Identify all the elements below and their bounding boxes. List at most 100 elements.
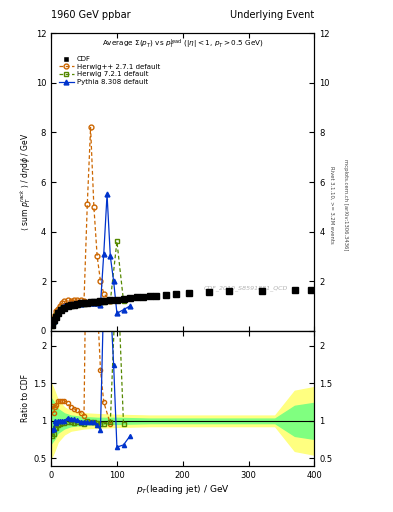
CDF bbox=[55, 310, 60, 316]
Herwig 7.2.1 default bbox=[59, 305, 64, 311]
Herwig 7.2.1 default bbox=[108, 298, 113, 304]
Herwig++ 2.7.1 default bbox=[54, 308, 59, 314]
CDF bbox=[92, 299, 96, 305]
CDF bbox=[52, 316, 57, 323]
Herwig++ 2.7.1 default bbox=[57, 303, 62, 309]
CDF bbox=[147, 293, 152, 299]
CDF bbox=[259, 288, 264, 294]
CDF bbox=[121, 296, 126, 302]
Pythia 8.308 default bbox=[72, 301, 77, 307]
CDF bbox=[207, 289, 211, 295]
Herwig 7.2.1 default bbox=[115, 239, 119, 245]
Herwig++ 2.7.1 default bbox=[72, 297, 77, 304]
CDF bbox=[128, 295, 132, 301]
CDF bbox=[154, 292, 159, 298]
Pythia 8.308 default bbox=[65, 302, 70, 308]
Pythia 8.308 default bbox=[59, 304, 64, 310]
CDF bbox=[98, 298, 103, 304]
Herwig 7.2.1 default bbox=[75, 302, 80, 308]
CDF bbox=[75, 301, 80, 307]
Pythia 8.308 default bbox=[108, 253, 113, 260]
Pythia 8.308 default bbox=[50, 322, 55, 328]
Herwig++ 2.7.1 default bbox=[98, 278, 103, 284]
CDF bbox=[115, 296, 119, 303]
CDF bbox=[78, 301, 83, 307]
CDF bbox=[65, 303, 70, 309]
Herwig 7.2.1 default bbox=[85, 301, 90, 307]
Pythia 8.308 default bbox=[82, 301, 86, 307]
Line: CDF: CDF bbox=[50, 287, 314, 327]
Herwig++ 2.7.1 default bbox=[62, 298, 67, 305]
CDF bbox=[82, 300, 86, 306]
Pythia 8.308 default bbox=[115, 310, 119, 316]
Pythia 8.308 default bbox=[88, 300, 93, 306]
Text: CDF_2010_S8591881_QCD: CDF_2010_S8591881_QCD bbox=[204, 285, 288, 291]
Herwig 7.2.1 default bbox=[57, 307, 62, 313]
Pythia 8.308 default bbox=[75, 301, 80, 307]
Herwig++ 2.7.1 default bbox=[78, 297, 83, 304]
Herwig++ 2.7.1 default bbox=[101, 290, 106, 296]
Herwig 7.2.1 default bbox=[95, 300, 99, 306]
Herwig++ 2.7.1 default bbox=[82, 298, 86, 304]
Legend: CDF, Herwig++ 2.7.1 default, Herwig 7.2.1 default, Pythia 8.308 default: CDF, Herwig++ 2.7.1 default, Herwig 7.2.… bbox=[57, 55, 161, 87]
CDF bbox=[309, 287, 314, 293]
Herwig 7.2.1 default bbox=[98, 300, 103, 306]
Pythia 8.308 default bbox=[111, 278, 116, 284]
Herwig 7.2.1 default bbox=[62, 304, 67, 310]
CDF bbox=[85, 300, 90, 306]
Herwig++ 2.7.1 default bbox=[92, 204, 96, 210]
Herwig 7.2.1 default bbox=[50, 323, 55, 329]
Pythia 8.308 default bbox=[128, 303, 132, 309]
Pythia 8.308 default bbox=[68, 302, 73, 308]
Herwig 7.2.1 default bbox=[101, 299, 106, 305]
Pythia 8.308 default bbox=[62, 303, 67, 309]
CDF bbox=[134, 294, 139, 301]
X-axis label: $p_T$(leading jet) / GeV: $p_T$(leading jet) / GeV bbox=[136, 482, 230, 496]
Pythia 8.308 default bbox=[85, 300, 90, 306]
Y-axis label: Ratio to CDF: Ratio to CDF bbox=[21, 374, 30, 422]
Pythia 8.308 default bbox=[121, 307, 126, 313]
CDF bbox=[101, 298, 106, 304]
CDF bbox=[50, 322, 55, 328]
CDF bbox=[108, 297, 113, 304]
Pythia 8.308 default bbox=[105, 191, 109, 198]
Text: Rivet 3.1.10, >= 3.2M events: Rivet 3.1.10, >= 3.2M events bbox=[330, 166, 334, 244]
Text: mcplots.cern.ch [arXiv:1306.3436]: mcplots.cern.ch [arXiv:1306.3436] bbox=[343, 159, 348, 250]
Herwig 7.2.1 default bbox=[78, 301, 83, 307]
Pythia 8.308 default bbox=[78, 301, 83, 307]
Herwig 7.2.1 default bbox=[121, 298, 126, 304]
Herwig++ 2.7.1 default bbox=[85, 201, 90, 207]
Herwig 7.2.1 default bbox=[82, 301, 86, 307]
Pythia 8.308 default bbox=[53, 314, 57, 320]
Herwig++ 2.7.1 default bbox=[53, 311, 57, 317]
Text: 1960 GeV ppbar: 1960 GeV ppbar bbox=[51, 10, 131, 20]
Herwig 7.2.1 default bbox=[72, 303, 77, 309]
Herwig++ 2.7.1 default bbox=[65, 297, 70, 304]
CDF bbox=[88, 300, 93, 306]
CDF bbox=[174, 291, 178, 297]
Herwig++ 2.7.1 default bbox=[50, 320, 55, 326]
Herwig 7.2.1 default bbox=[54, 312, 59, 318]
Text: Average $\Sigma(p_T)$ vs $p_T^{\rm lead}$ ($|\eta| < 1$, $p_T > 0.5$ GeV): Average $\Sigma(p_T)$ vs $p_T^{\rm lead}… bbox=[102, 38, 264, 51]
CDF bbox=[68, 303, 73, 309]
Pythia 8.308 default bbox=[54, 311, 59, 317]
Line: Herwig++ 2.7.1 default: Herwig++ 2.7.1 default bbox=[50, 125, 113, 326]
Pythia 8.308 default bbox=[51, 318, 56, 324]
CDF bbox=[59, 307, 63, 313]
CDF bbox=[141, 293, 146, 300]
Herwig++ 2.7.1 default bbox=[88, 124, 93, 131]
Line: Pythia 8.308 default: Pythia 8.308 default bbox=[50, 192, 132, 328]
Herwig++ 2.7.1 default bbox=[75, 297, 80, 304]
Herwig++ 2.7.1 default bbox=[59, 301, 64, 307]
Herwig 7.2.1 default bbox=[92, 300, 96, 306]
Line: Herwig 7.2.1 default: Herwig 7.2.1 default bbox=[50, 239, 126, 328]
CDF bbox=[72, 302, 77, 308]
Pythia 8.308 default bbox=[55, 308, 60, 314]
Herwig 7.2.1 default bbox=[65, 303, 70, 309]
Herwig 7.2.1 default bbox=[68, 303, 73, 309]
Herwig 7.2.1 default bbox=[51, 318, 56, 325]
Pythia 8.308 default bbox=[95, 301, 99, 307]
Text: Underlying Event: Underlying Event bbox=[230, 10, 314, 20]
Pythia 8.308 default bbox=[101, 251, 106, 257]
Herwig 7.2.1 default bbox=[55, 310, 60, 316]
